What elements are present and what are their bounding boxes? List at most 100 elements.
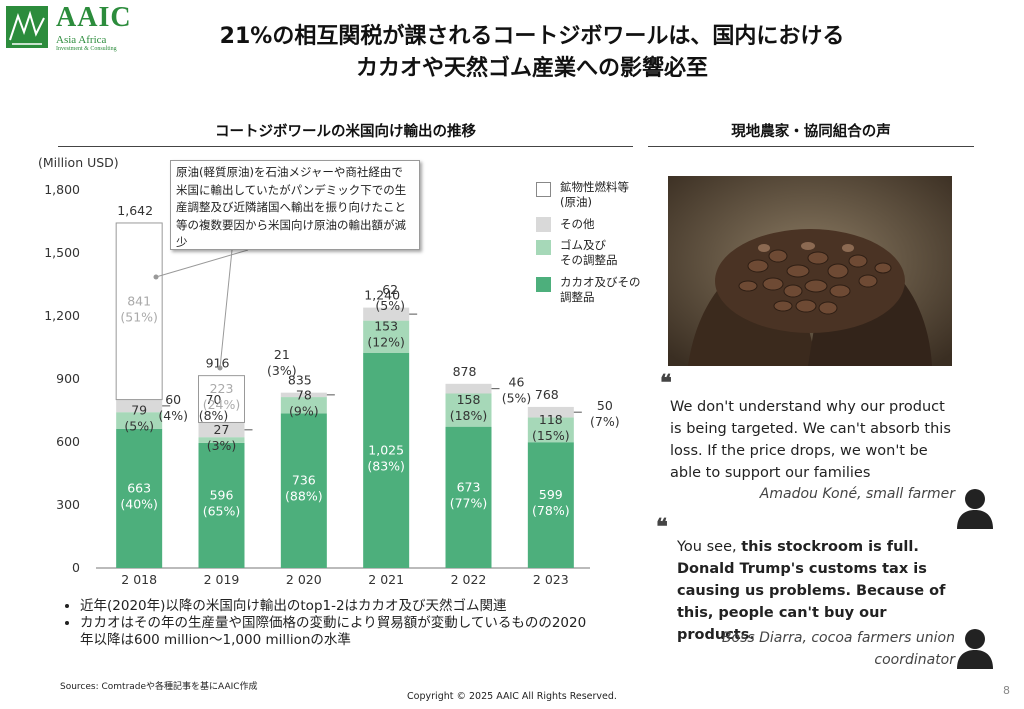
quote-2-text: You see, this stockroom is full. Donald … xyxy=(677,536,957,646)
data-label: 62 (5%) xyxy=(375,282,405,313)
bar-total-label: 835 xyxy=(288,373,312,388)
bar-segment xyxy=(198,442,245,568)
page-title-line2: カカオや天然ゴム産業への影響必至 xyxy=(355,56,708,81)
summary-bullets: 近年(2020年)以降の米国向け輸出のtop1-2はカカオ及び天然ゴム関連 カカ… xyxy=(62,598,592,649)
person-avatar-icon xyxy=(955,487,995,529)
bar-total-label: 768 xyxy=(535,387,559,402)
y-tick-label: 1,800 xyxy=(44,182,80,197)
logo-subtitle-small: Investment & Consulting xyxy=(56,46,117,52)
chart-callout-note: 原油(軽質原油)を石油メジャーや商社経由で米国に輸出していたがパンデミック下での… xyxy=(170,160,420,250)
quote-1-text: We don't understand why our product is b… xyxy=(670,399,951,481)
legend-swatch-other xyxy=(536,217,551,232)
data-label: 599 (78%) xyxy=(532,487,570,518)
chart-section-title: コートジボワールの米国向け輸出の推移 xyxy=(215,124,476,140)
legend-swatch-cacao xyxy=(536,277,551,292)
bar-total-label: 1,240 xyxy=(364,288,400,303)
page-number: 8 xyxy=(1003,684,1010,697)
quote-2-text-plain: You see, xyxy=(677,539,742,555)
company-logo: AAIC Asia Africa Investment & Consulting xyxy=(6,2,132,52)
bar-total-label: 878 xyxy=(453,364,477,379)
x-tick-label: 2 018 xyxy=(121,572,157,587)
page-title-line1: 21%の相互関税が課されるコートジボワールは、国内における xyxy=(219,24,845,49)
bullet-item: カカオはその年の生産量や国際価格の変動により貿易額が変動しているものの2020年… xyxy=(80,615,592,649)
sources-note: Sources: Comtradeや各種記事を基にAAIC作成 xyxy=(60,682,258,692)
legend-swatch-rubber xyxy=(536,240,551,255)
data-label: 663 (40%) xyxy=(120,480,158,511)
logo-mark-icon xyxy=(6,6,48,48)
data-label: 841 (51%) xyxy=(120,293,158,324)
bar-segment xyxy=(198,375,245,423)
x-tick-label: 2 020 xyxy=(286,572,322,587)
voices-section-title: 現地農家・協同組合の声 xyxy=(731,124,891,140)
data-label: 153 (12%) xyxy=(367,319,405,350)
data-label: 673 (77%) xyxy=(450,479,488,510)
legend-label-fuel: 鉱物性燃料等 (原油) xyxy=(560,180,629,209)
data-label: 736 (88%) xyxy=(285,473,323,504)
y-tick-label: 300 xyxy=(56,497,80,512)
stacked-bar-chart: (Million USD) 0 300 600 900 1,200 1,500 1,800 2 … xyxy=(38,155,620,587)
person-avatar-icon xyxy=(955,627,995,669)
bar-segment xyxy=(280,392,327,398)
data-label: 46 (5%) xyxy=(502,375,532,406)
bar-segment xyxy=(115,222,163,401)
bar-segment xyxy=(445,426,492,568)
data-label: 60 (4%) xyxy=(158,392,188,423)
bar-segment xyxy=(527,442,574,568)
data-label: 50 (7%) xyxy=(590,398,620,429)
callout-pointer-line xyxy=(219,249,233,369)
bar-segment xyxy=(445,383,492,394)
bar-segment xyxy=(280,397,327,414)
x-tick-label: 2 019 xyxy=(204,572,240,587)
legend-swatch-fuel xyxy=(536,182,551,197)
bar-segment xyxy=(116,428,163,568)
y-tick-label: 600 xyxy=(56,434,80,449)
legend-label-other: その他 xyxy=(560,217,595,231)
copyright: Copyright © 2025 AAIC All Rights Reserve… xyxy=(407,691,617,702)
bar-segment xyxy=(363,307,410,321)
bar-segment xyxy=(445,393,492,427)
data-label: 223 (24%) xyxy=(203,381,241,412)
bar-segment xyxy=(280,413,327,568)
y-tick-label: 1,200 xyxy=(44,308,80,323)
y-tick-label: 1,500 xyxy=(44,245,80,260)
chart-section-rule xyxy=(58,146,633,147)
x-tick-label: 2 022 xyxy=(451,572,487,587)
bar-segment xyxy=(116,399,163,413)
data-label: 118 (15%) xyxy=(532,412,570,443)
callout-pointer-dot xyxy=(153,274,159,280)
bar-segment xyxy=(527,417,574,443)
data-label: 596 (65%) xyxy=(203,487,241,518)
bar-segment xyxy=(363,352,410,568)
bar-total-label: 916 xyxy=(206,356,230,371)
bar-segment xyxy=(363,320,410,353)
quote-mark-icon: ❝ xyxy=(660,370,672,396)
data-label: 79 (5%) xyxy=(124,402,154,433)
voices-section-rule xyxy=(648,146,974,147)
bar-segment xyxy=(527,406,574,418)
quote-1-author: Amadou Koné, small farmer xyxy=(759,486,955,502)
data-label: 158 (18%) xyxy=(450,392,488,423)
y-axis-unit-label: (Million USD) xyxy=(38,155,119,170)
logo-subtitle: Asia Africa xyxy=(56,34,107,46)
callout-pointer-dot xyxy=(217,365,223,371)
logo-name: AAIC xyxy=(56,2,132,33)
cocoa-beans-photo xyxy=(668,176,952,366)
quote-2-text-bold: this stockroom is full. Donald Trump's c… xyxy=(677,539,946,643)
quote-2-author: Boss Diarra, cocoa farmers union coordin… xyxy=(721,630,955,668)
bar-total-label: 1,642 xyxy=(117,203,153,218)
y-tick-label: 900 xyxy=(56,371,80,386)
quote-mark-icon: ❝ xyxy=(656,514,668,540)
data-label: 78 (9%) xyxy=(289,387,319,418)
legend-label-rubber: ゴム及び その調整品 xyxy=(560,238,618,267)
chart-legend: 鉱物性燃料等 (原油) その他 ゴム及び その調整品 カカオ及びその 調整品 xyxy=(536,180,656,310)
data-label: 1,025 (83%) xyxy=(367,442,405,473)
bar-segment xyxy=(198,437,245,443)
x-tick-label: 2 021 xyxy=(368,572,404,587)
callout-pointer-line xyxy=(155,249,249,278)
bar-segment xyxy=(198,422,245,438)
bullet-item: 近年(2020年)以降の米国向け輸出のtop1-2はカカオ及び天然ゴム関連 xyxy=(80,598,592,615)
bar-segment xyxy=(116,412,163,429)
y-tick-label: 0 xyxy=(72,560,80,575)
data-label: 27 (3%) xyxy=(207,422,237,453)
data-label: 70 (8%) xyxy=(199,392,229,423)
